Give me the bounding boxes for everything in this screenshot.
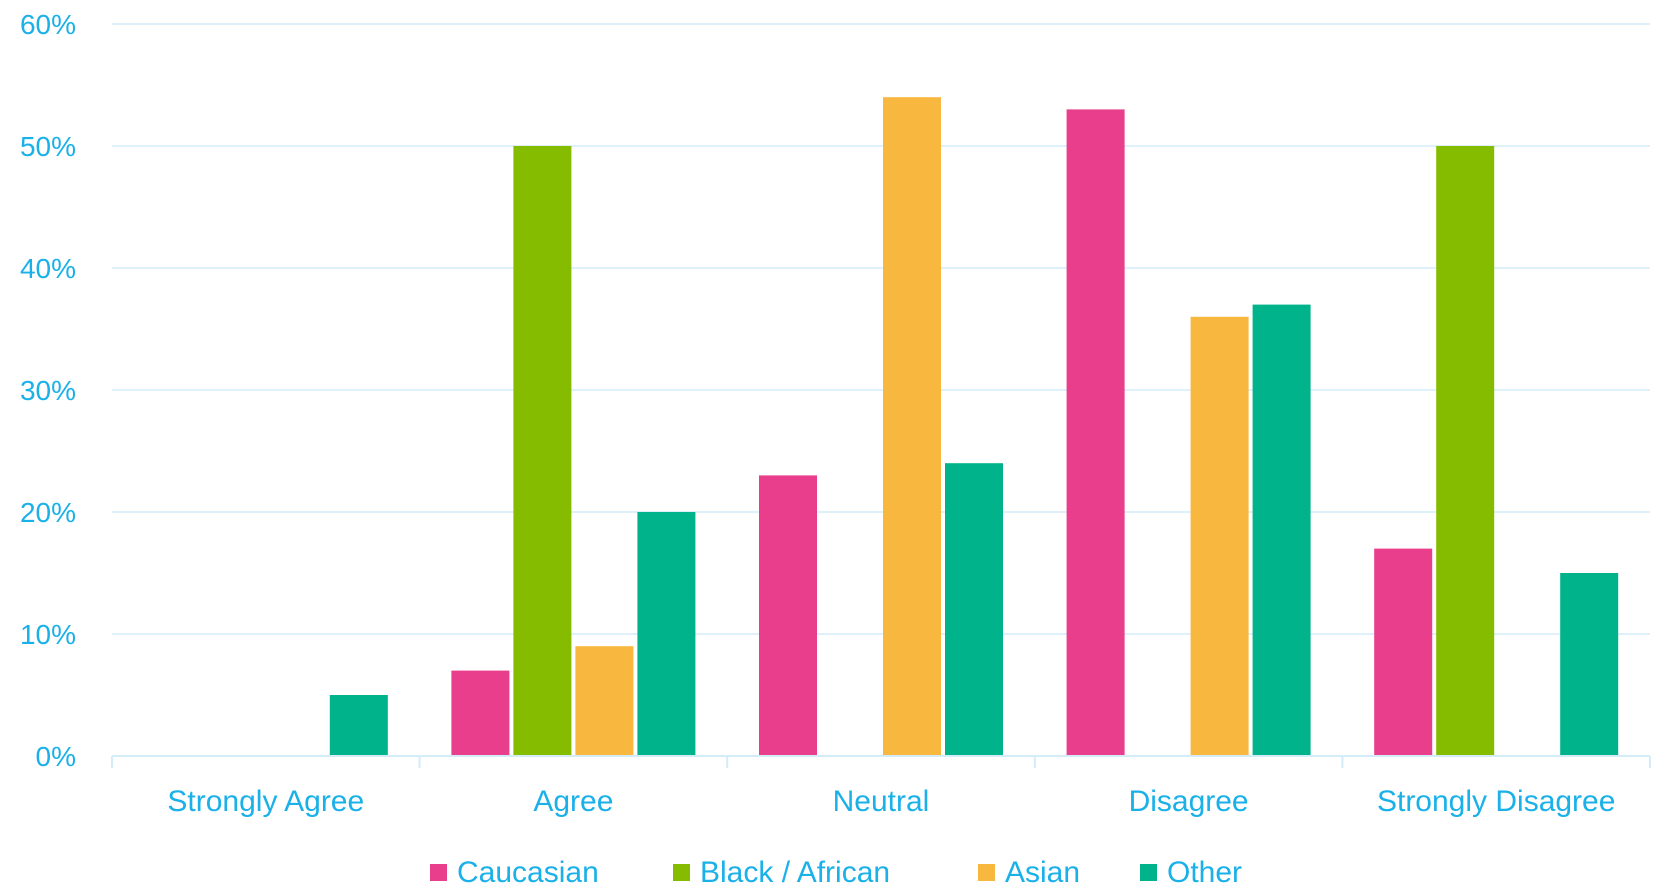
legend-item: Caucasian [430,856,599,889]
bar-caucasian-disagree [1066,109,1125,756]
bar-caucasian-agree [451,670,510,756]
legend-label: Caucasian [457,856,599,889]
bar-asian-neutral [883,97,941,756]
bar-other-neutral [945,463,1003,756]
y-axis-tick-labels: 0% 10% 20% 30% 40% 50% 60% [20,9,76,772]
legend-swatch [978,864,995,881]
y-tick-label: 30% [20,375,76,406]
x-category-label: Agree [533,785,613,818]
x-axis [111,755,1651,768]
x-axis-category-labels: Strongly Agree Agree Neutral Disagree Strong… [167,785,1615,818]
legend-item: Black / African [673,856,890,889]
legend-label: Asian [1005,856,1080,889]
legend-swatch [673,864,690,881]
bar-other-strongly-disagree [1560,573,1619,756]
x-category-label: Strongly Agree [167,785,364,818]
bar-caucasian-strongly-disagree [1374,548,1433,756]
y-tick-label: 60% [20,9,76,40]
x-category-label: Strongly Disagree [1377,785,1615,818]
y-tick-label: 20% [20,497,76,528]
bar-black-african-agree [513,146,572,756]
bars [329,97,1619,756]
x-category-label: Neutral [833,785,930,818]
y-tick-label: 0% [36,741,76,772]
y-tick-label: 10% [20,619,76,650]
legend: Caucasian Black / African Asian Other [430,856,1242,889]
legend-item: Other [1140,856,1242,889]
bar-asian-agree [575,646,634,756]
legend-label: Other [1167,856,1242,889]
x-category-label: Disagree [1129,785,1249,818]
legend-swatch [430,864,447,881]
bar-asian-disagree [1190,316,1249,756]
legend-label: Black / African [700,856,890,889]
y-tick-label: 50% [20,131,76,162]
legend-swatch [1140,864,1157,881]
bar-other-strongly-agree [329,695,388,756]
bar-other-disagree [1252,304,1311,756]
bar-black-african-strongly-disagree [1436,146,1495,756]
gridlines [112,23,1650,635]
bar-caucasian-neutral [759,475,817,756]
y-tick-label: 40% [20,253,76,284]
bar-other-agree [637,512,696,756]
legend-item: Asian [978,856,1080,889]
